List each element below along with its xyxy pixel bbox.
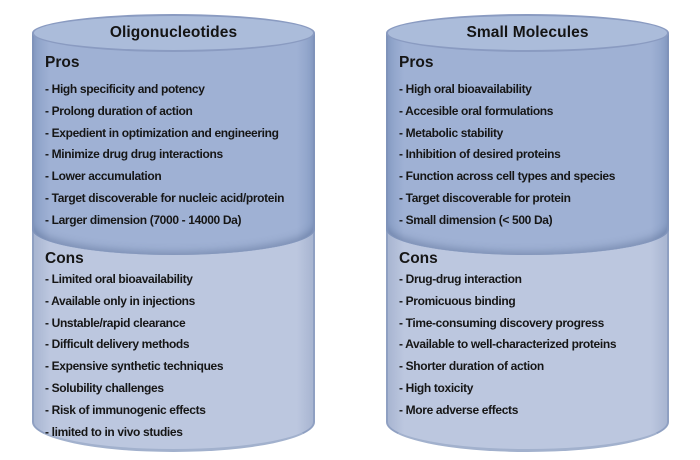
- pros-section-bg: [386, 33, 669, 255]
- list-item: - Difficult delivery methods: [45, 337, 190, 352]
- list-item: - Expedient in optimization and engineer…: [45, 125, 279, 140]
- cons-heading: Cons: [45, 250, 84, 267]
- list-item: - Available to well-characterized protei…: [399, 337, 617, 352]
- list-item: - Minimize drug drug interactions: [45, 147, 223, 162]
- cons-list: - Drug-drug interaction - Promicuous bind…: [399, 269, 667, 422]
- list-item: - Prolong duration of action: [45, 103, 193, 118]
- list-item: - High specificity and potency: [45, 82, 205, 96]
- list-item: - Target discoverable for nucleic acid/p…: [45, 190, 285, 205]
- list-item: - Inhibition of desired proteins: [399, 147, 561, 162]
- list-item: - High toxicity: [399, 380, 474, 395]
- list-item: - Time-consuming discovery progress: [399, 315, 604, 330]
- pros-section: Pros - High oral bioavailability - Accesi…: [399, 54, 667, 232]
- list-item: - Small dimension (< 500 Da): [399, 212, 553, 227]
- pros-list: - High oral bioavailability - Accesible o…: [399, 79, 667, 232]
- list-item: - Metabolic stability: [399, 125, 504, 140]
- list-item: - Expensive synthetic techniques: [45, 359, 224, 374]
- list-item: - Promicuous binding: [399, 293, 516, 308]
- list-item: - Limited oral bioavailability: [45, 272, 193, 286]
- list-item: - Larger dimension (7000 - 14000 Da): [45, 212, 242, 227]
- list-item: - Target discoverable for protein: [399, 190, 571, 205]
- panel-small-molecules: Small Molecules Pros - High oral bioavai…: [386, 14, 669, 452]
- panel-oligonucleotides: Oligonucleotides Pros - High specificity…: [32, 14, 315, 452]
- cons-list: - Limited oral bioavailability - Availabl…: [45, 269, 313, 443]
- cons-section-bg: [32, 219, 315, 452]
- list-item: - Function across cell types and species: [399, 169, 616, 184]
- list-item: - Lower accumulation: [45, 169, 162, 184]
- list-item: - Drug-drug interaction: [399, 272, 522, 286]
- list-item: - Accesible oral formulations: [399, 103, 554, 118]
- cons-section: Cons - Drug-drug interaction - Promicuous…: [399, 250, 667, 422]
- list-item: - Solubility challenges: [45, 380, 164, 395]
- pros-heading: Pros: [45, 54, 80, 71]
- list-item: - limited to in vivo studies: [45, 424, 183, 439]
- panel-title: Oligonucleotides: [109, 24, 238, 41]
- list-item: - High oral bioavailability: [399, 82, 532, 96]
- list-item: - Unstable/rapid clearance: [45, 315, 186, 330]
- cons-section: Cons - Limited oral bioavailability - Ava…: [45, 250, 313, 443]
- pros-section: Pros - High specificity and potency - Pro…: [45, 54, 313, 232]
- pros-heading: Pros: [399, 54, 434, 71]
- list-item: - Risk of immunogenic effects: [45, 402, 206, 417]
- cons-heading: Cons: [399, 250, 438, 267]
- cylinder-top: Small Molecules: [386, 14, 669, 52]
- pros-section-bg: [32, 33, 315, 255]
- list-item: - More adverse effects: [399, 402, 519, 417]
- cons-section-bg: [386, 219, 669, 452]
- cylinder-top: Oligonucleotides: [32, 14, 315, 52]
- list-item: - Shorter duration of action: [399, 359, 544, 374]
- list-item: - Available only in injections: [45, 293, 195, 308]
- pros-list: - High specificity and potency - Prolong …: [45, 79, 313, 232]
- panel-title: Small Molecules: [466, 24, 589, 41]
